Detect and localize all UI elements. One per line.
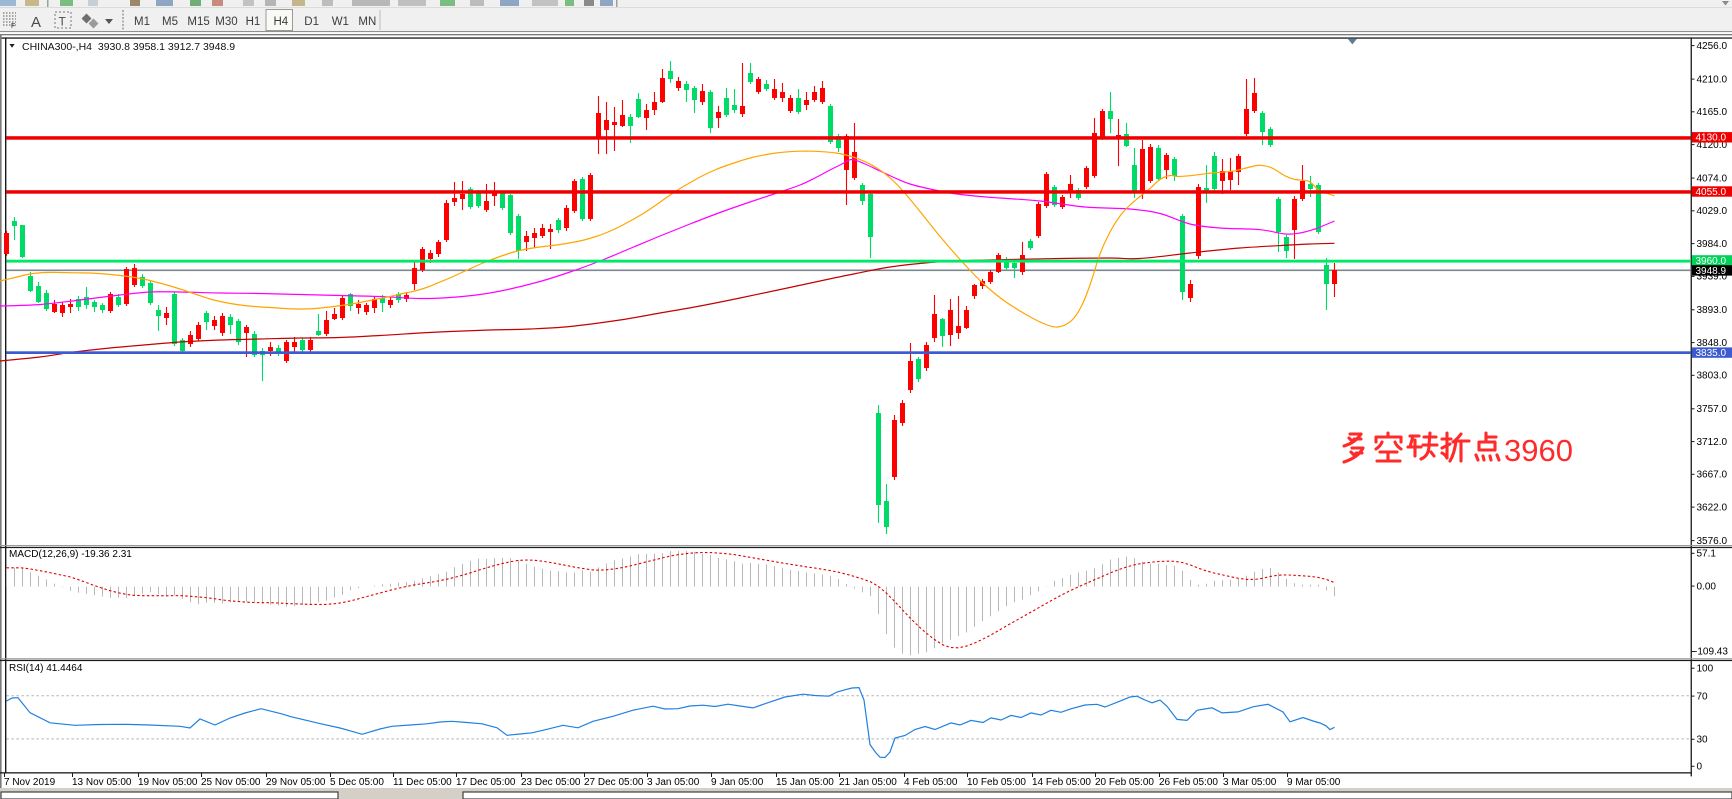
svg-text:15 Jan 05:00: 15 Jan 05:00 bbox=[776, 777, 834, 788]
svg-text:F: F bbox=[11, 23, 15, 30]
svg-text:4130.0: 4130.0 bbox=[1696, 133, 1727, 144]
svg-text:70: 70 bbox=[1697, 691, 1709, 702]
svg-text:100: 100 bbox=[1697, 663, 1714, 674]
svg-text:RSI(14) 41.4464: RSI(14) 41.4464 bbox=[9, 663, 83, 674]
svg-text:7 Nov 2019: 7 Nov 2019 bbox=[4, 777, 56, 788]
svg-text:3576.0: 3576.0 bbox=[1697, 536, 1728, 547]
svg-text:A: A bbox=[31, 14, 41, 31]
svg-text:3960: 3960 bbox=[1504, 433, 1573, 468]
svg-text:3712.0: 3712.0 bbox=[1697, 437, 1728, 448]
svg-text:57.1: 57.1 bbox=[1697, 549, 1717, 560]
svg-text:9 Mar 05:00: 9 Mar 05:00 bbox=[1287, 777, 1341, 788]
svg-text:4165.0: 4165.0 bbox=[1697, 107, 1728, 118]
svg-text:13 Nov 05:00: 13 Nov 05:00 bbox=[72, 777, 132, 788]
svg-text:3622.0: 3622.0 bbox=[1697, 502, 1728, 513]
svg-text:3948.9: 3948.9 bbox=[1696, 266, 1727, 277]
svg-text:H4: H4 bbox=[274, 16, 289, 28]
svg-text:3848.0: 3848.0 bbox=[1697, 338, 1728, 349]
svg-text:H1: H1 bbox=[246, 16, 261, 28]
svg-text:4055.0: 4055.0 bbox=[1696, 187, 1727, 198]
svg-text:4210.0: 4210.0 bbox=[1697, 74, 1728, 85]
svg-text:3757.0: 3757.0 bbox=[1697, 404, 1728, 415]
svg-text:MACD(12,26,9) -19.36 2.31: MACD(12,26,9) -19.36 2.31 bbox=[9, 549, 132, 560]
svg-text:4120.0: 4120.0 bbox=[1697, 140, 1728, 151]
svg-text:3803.0: 3803.0 bbox=[1697, 371, 1728, 382]
svg-text:3960.0: 3960.0 bbox=[1696, 256, 1727, 267]
svg-text:25 Nov 05:00: 25 Nov 05:00 bbox=[201, 777, 261, 788]
svg-text:0.00: 0.00 bbox=[1697, 581, 1717, 592]
svg-text:3667.0: 3667.0 bbox=[1697, 470, 1728, 481]
svg-text:26 Feb 05:00: 26 Feb 05:00 bbox=[1159, 777, 1218, 788]
svg-text:11 Dec 05:00: 11 Dec 05:00 bbox=[393, 777, 452, 788]
svg-text:4074.0: 4074.0 bbox=[1697, 173, 1728, 184]
svg-text:CHINA300-,H4 3930.8 3958.1 39: CHINA300-,H4 3930.8 3958.1 3912.7 3948.9 bbox=[22, 41, 235, 53]
svg-text:4029.0: 4029.0 bbox=[1697, 206, 1728, 217]
svg-text:21 Jan 05:00: 21 Jan 05:00 bbox=[839, 777, 897, 788]
svg-text:19 Nov 05:00: 19 Nov 05:00 bbox=[138, 777, 198, 788]
svg-text:M1: M1 bbox=[134, 16, 150, 28]
svg-text:4 Feb 05:00: 4 Feb 05:00 bbox=[904, 777, 958, 788]
svg-text:3939.0: 3939.0 bbox=[1697, 272, 1728, 283]
svg-text:30: 30 bbox=[1697, 735, 1709, 746]
svg-text:20 Feb 05:00: 20 Feb 05:00 bbox=[1095, 777, 1154, 788]
svg-text:29 Nov 05:00: 29 Nov 05:00 bbox=[266, 777, 326, 788]
svg-text:14 Feb 05:00: 14 Feb 05:00 bbox=[1032, 777, 1091, 788]
svg-text:M15: M15 bbox=[187, 16, 209, 28]
svg-text:9 Jan 05:00: 9 Jan 05:00 bbox=[711, 777, 764, 788]
svg-text:10 Feb 05:00: 10 Feb 05:00 bbox=[967, 777, 1026, 788]
svg-text:D1: D1 bbox=[304, 16, 319, 28]
svg-text:3984.0: 3984.0 bbox=[1697, 239, 1728, 250]
svg-text:W1: W1 bbox=[332, 16, 349, 28]
svg-text:3893.0: 3893.0 bbox=[1697, 305, 1728, 316]
svg-text:MN: MN bbox=[358, 16, 376, 28]
svg-text:-109.43: -109.43 bbox=[1694, 647, 1728, 658]
svg-text:3 Mar 05:00: 3 Mar 05:00 bbox=[1223, 777, 1277, 788]
svg-text:5 Dec 05:00: 5 Dec 05:00 bbox=[330, 777, 384, 788]
svg-text:M5: M5 bbox=[162, 16, 178, 28]
svg-text:4256.0: 4256.0 bbox=[1697, 41, 1728, 52]
svg-text:M30: M30 bbox=[215, 16, 237, 28]
svg-text:0: 0 bbox=[1697, 762, 1703, 773]
svg-text:27 Dec 05:00: 27 Dec 05:00 bbox=[584, 777, 644, 788]
svg-text:17 Dec 05:00: 17 Dec 05:00 bbox=[456, 777, 516, 788]
svg-text:3 Jan 05:00: 3 Jan 05:00 bbox=[647, 777, 700, 788]
svg-text:T: T bbox=[59, 15, 67, 29]
svg-text:3835.0: 3835.0 bbox=[1696, 348, 1727, 359]
svg-text:23 Dec 05:00: 23 Dec 05:00 bbox=[521, 777, 581, 788]
